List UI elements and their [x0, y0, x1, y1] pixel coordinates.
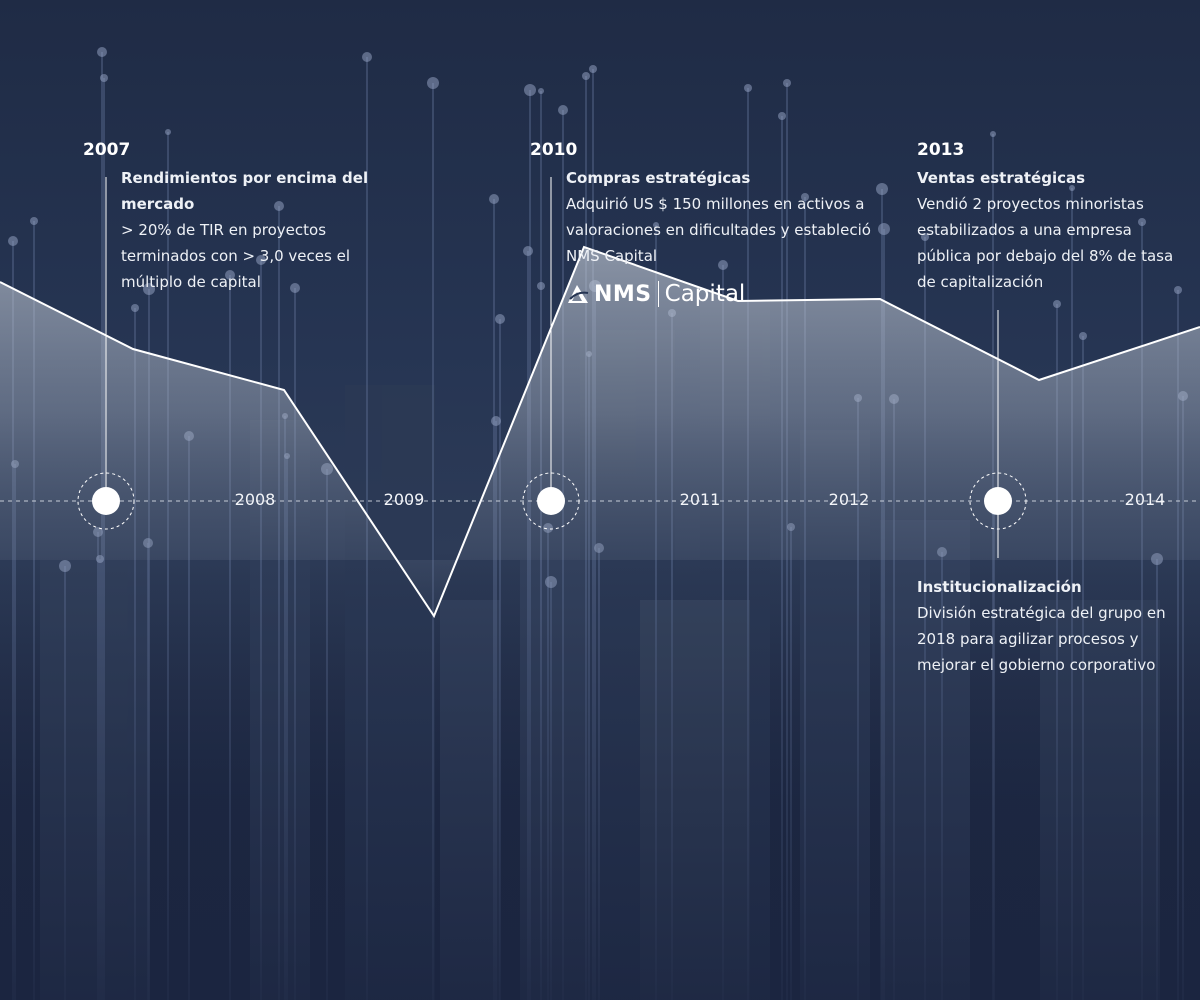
light-dot: [143, 283, 155, 295]
light-dot: [523, 246, 533, 256]
event-text: Adquirió US $ 150 millones en activos a …: [566, 195, 871, 265]
light-dot: [1053, 300, 1061, 308]
event-text: División estratégica del grupo en 2018 p…: [917, 604, 1166, 674]
light-dot: [537, 282, 545, 290]
light-dot: [165, 129, 171, 135]
marker-2013: [969, 472, 1027, 530]
event-title: Institucionalización: [917, 578, 1082, 596]
light-dot: [491, 416, 501, 426]
light-dot: [990, 131, 996, 137]
logo-brand: NMS: [594, 281, 652, 307]
event-year-2010: 2010: [530, 140, 578, 160]
event-title: Rendimientos por encima del mercado: [121, 169, 369, 213]
event-2013: Ventas estratégicas Vendió 2 proyectos m…: [917, 165, 1187, 295]
event-2010: Compras estratégicas Adquirió US $ 150 m…: [566, 165, 876, 269]
light-dot: [362, 52, 372, 62]
axis-year-2014: 2014: [1124, 490, 1166, 509]
light-dot: [582, 72, 590, 80]
axis-year-2008: 2008: [234, 490, 276, 509]
light-dot: [30, 217, 38, 225]
event-text: Vendió 2 proyectos minoristas estabiliza…: [917, 195, 1174, 291]
light-dot: [876, 183, 888, 195]
nms-capital-logo: NMS Capital: [566, 278, 745, 310]
event-2007: Rendimientos por encima del mercado > 20…: [121, 165, 381, 295]
light-dot: [489, 194, 499, 204]
axis-year-2012: 2012: [828, 490, 870, 509]
marker-2007: [77, 472, 135, 530]
light-dot: [718, 260, 728, 270]
event-title: Compras estratégicas: [566, 169, 751, 187]
light-dot: [538, 88, 544, 94]
light-dot: [256, 255, 266, 265]
light-dot: [274, 201, 284, 211]
light-dot: [1138, 218, 1146, 226]
light-dot: [524, 84, 536, 96]
light-dot: [653, 222, 659, 228]
nms-mark-icon: [568, 285, 589, 303]
light-dot: [97, 47, 107, 57]
logo-separator: [657, 281, 659, 307]
light-dot: [783, 79, 791, 87]
light-dot: [427, 77, 439, 89]
light-dot: [131, 304, 139, 312]
light-dot: [495, 314, 505, 324]
event-title: Ventas estratégicas: [917, 169, 1086, 187]
light-dot: [290, 283, 300, 293]
light-dot: [225, 270, 235, 280]
logo-name: Capital: [664, 281, 746, 307]
axis-year-2011: 2011: [679, 490, 721, 509]
trend-line: [0, 245, 1200, 619]
light-dot: [8, 236, 18, 246]
light-dot: [778, 112, 786, 120]
light-dot: [1069, 185, 1075, 191]
axis-year-2009: 2009: [383, 490, 425, 509]
event-text: > 20% de TIR en proyectos terminados con…: [121, 221, 350, 291]
light-dot: [801, 193, 809, 201]
light-dot: [921, 233, 929, 241]
event-institucionalizacion: Institucionalización División estratégic…: [917, 574, 1187, 678]
light-dot: [744, 84, 752, 92]
light-dot: [1174, 286, 1182, 294]
light-dot: [100, 74, 108, 82]
event-year-2013: 2013: [917, 140, 965, 160]
light-dot: [878, 223, 890, 235]
light-dot: [1079, 332, 1087, 340]
light-dot: [558, 105, 568, 115]
trend-area: [0, 247, 1200, 616]
event-year-2007: 2007: [83, 140, 131, 160]
light-dot: [589, 65, 597, 73]
marker-2010: [522, 472, 580, 530]
